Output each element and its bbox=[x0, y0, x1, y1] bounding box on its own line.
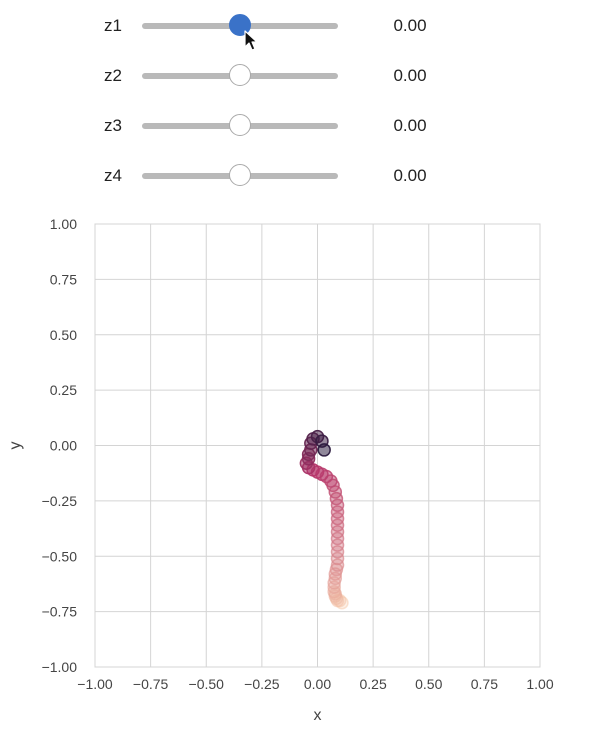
scatter-chart: −1.00 −0.75 −0.50 −0.25 0.00 0.25 0.50 0.75 1.00… bbox=[7, 216, 554, 724]
x-tick-label: −0.25 bbox=[244, 676, 280, 692]
slider-track-z2[interactable] bbox=[142, 64, 338, 86]
slider-track-z1[interactable] bbox=[142, 14, 338, 36]
y-axis-label: y bbox=[7, 442, 24, 450]
slider-handle-z2[interactable] bbox=[229, 64, 251, 86]
slider-label-z2: z2 bbox=[104, 66, 122, 85]
x-tick-label: 0.50 bbox=[415, 676, 442, 692]
slider-value-z2: 0.00 bbox=[393, 66, 427, 85]
slider-value-z1: 0.00 bbox=[393, 16, 427, 35]
x-tick-label: 1.00 bbox=[526, 676, 553, 692]
y-tick-label: 0.50 bbox=[50, 327, 77, 343]
trajectory-point bbox=[317, 443, 331, 457]
slider-handle-z1[interactable] bbox=[229, 14, 251, 36]
y-tick-label: −0.75 bbox=[42, 604, 78, 620]
x-tick-label: −0.50 bbox=[189, 676, 225, 692]
slider-track-z4[interactable] bbox=[142, 164, 338, 186]
slider-value-z3: 0.00 bbox=[393, 116, 427, 135]
x-tick-label: −0.75 bbox=[133, 676, 169, 692]
y-tick-label: 0.25 bbox=[50, 382, 77, 398]
y-tick-label: −0.25 bbox=[42, 493, 78, 509]
y-tick-label: −0.50 bbox=[42, 548, 78, 564]
y-tick-label: 1.00 bbox=[50, 216, 77, 232]
x-axis-label: x bbox=[314, 707, 322, 724]
slider-label-z4: z4 bbox=[104, 166, 122, 185]
x-tick-label: 0.00 bbox=[304, 676, 331, 692]
x-tick-label: 0.25 bbox=[360, 676, 387, 692]
slider-row-z1: z1 0.00 bbox=[0, 9, 600, 43]
slider-value-z4: 0.00 bbox=[393, 166, 427, 185]
slider-handle-z4[interactable] bbox=[229, 164, 251, 186]
slider-row-z4: z4 0.00 bbox=[0, 159, 600, 193]
slider-label-z1: z1 bbox=[104, 16, 122, 35]
plot-frame bbox=[94, 223, 541, 668]
slider-track-z3[interactable] bbox=[142, 114, 338, 136]
y-tick-label: 0.00 bbox=[50, 438, 77, 454]
x-tick-label: −1.00 bbox=[77, 676, 113, 692]
slider-row-z2: z2 0.00 bbox=[0, 59, 600, 93]
slider-row-z3: z3 0.00 bbox=[0, 109, 600, 143]
arrow-pointer-icon bbox=[244, 30, 258, 51]
y-tick-label: 0.75 bbox=[50, 271, 77, 287]
x-tick-label: 0.75 bbox=[471, 676, 498, 692]
slider-label-z3: z3 bbox=[104, 116, 122, 135]
y-tick-label: −1.00 bbox=[42, 659, 78, 675]
slider-handle-z3[interactable] bbox=[229, 114, 251, 136]
